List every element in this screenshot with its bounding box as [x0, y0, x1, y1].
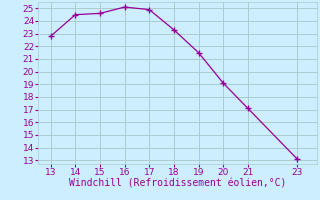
X-axis label: Windchill (Refroidissement éolien,°C): Windchill (Refroidissement éolien,°C) [69, 179, 286, 189]
